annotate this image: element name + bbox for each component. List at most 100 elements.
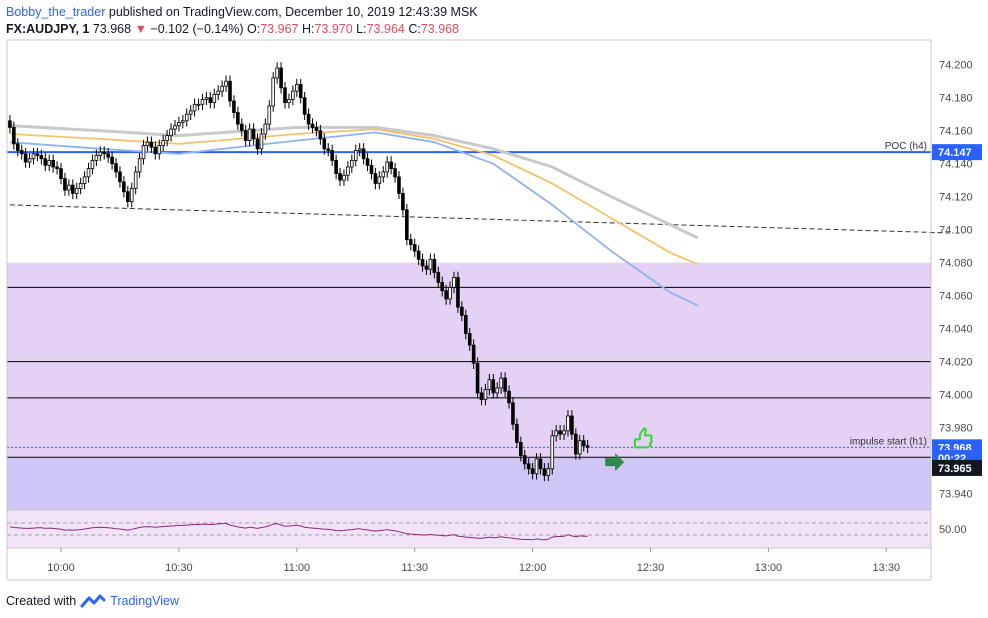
candle-body	[471, 344, 476, 364]
candle-body	[463, 315, 468, 334]
price-tick-label: 74.040	[939, 324, 973, 336]
price-tick-label: 74.180	[939, 93, 973, 105]
candle-body	[169, 128, 173, 137]
candle-body	[522, 455, 527, 465]
time-tick-label: 12:30	[637, 562, 665, 574]
candle-body	[188, 110, 193, 115]
candle-body	[408, 239, 413, 245]
candle-body	[8, 120, 12, 128]
candle-body	[82, 176, 87, 184]
rsi-pane	[6, 509, 932, 549]
candle-body	[251, 128, 256, 140]
candle-body	[416, 250, 421, 260]
candle-body	[361, 148, 366, 160]
price-tick-label: 74.200	[939, 60, 973, 72]
candle-body	[153, 146, 158, 155]
candle-body	[428, 258, 433, 270]
candle-body	[212, 94, 217, 104]
candle-body	[353, 150, 358, 161]
candle-body	[173, 125, 177, 130]
thumbs-up-icon	[633, 427, 653, 449]
candle-body	[78, 183, 83, 189]
candle-body	[487, 379, 492, 391]
candle-body	[35, 153, 40, 156]
candle-body	[491, 379, 496, 394]
candle-body	[318, 130, 323, 140]
candle-body	[306, 113, 311, 125]
candle-body	[479, 392, 484, 400]
candle-body	[495, 387, 500, 394]
candle-body	[94, 155, 99, 161]
candle-body	[114, 163, 118, 173]
candle-body	[74, 188, 79, 194]
price-tick-label: 74.080	[939, 258, 973, 270]
candle-body	[424, 265, 429, 270]
candle-body	[566, 415, 570, 432]
candle-body	[298, 84, 303, 99]
candle-body	[310, 123, 315, 128]
trendline	[9, 204, 950, 234]
candle-body	[381, 171, 386, 178]
candle-body	[338, 173, 342, 181]
high-label: H:	[301, 22, 315, 36]
candle-body	[279, 67, 283, 89]
footer: Created with TradingView	[6, 593, 179, 609]
candle-body	[412, 244, 417, 252]
tradingview-link[interactable]: TradingView	[110, 594, 179, 608]
open-label: O:	[247, 22, 261, 36]
candle-body	[389, 161, 393, 170]
rsi-line	[9, 522, 588, 541]
candle-body	[51, 159, 55, 168]
candle-body	[574, 433, 578, 455]
candle-body	[558, 430, 562, 435]
candle-body	[515, 423, 519, 443]
candle-body	[208, 97, 213, 104]
candle-body	[161, 140, 165, 146]
candle-body	[369, 164, 374, 174]
poc-label: POC (h4)	[885, 141, 927, 152]
zone-blue	[7, 457, 931, 517]
candle-body	[12, 127, 16, 145]
author-link[interactable]: Bobby_the_trader	[6, 5, 106, 19]
candle-body	[342, 174, 346, 181]
candle-body	[294, 84, 299, 92]
candle-body	[562, 430, 566, 435]
symbol-name[interactable]: FX:AUDJPY, 1	[6, 22, 90, 36]
candle-body	[350, 159, 354, 168]
time-tick-label: 11:00	[283, 562, 310, 574]
candle-body	[346, 166, 350, 176]
price-tick-label: 74.000	[939, 390, 973, 402]
candle-body	[15, 143, 20, 151]
candle-body	[393, 168, 397, 178]
close-label: C:	[408, 22, 421, 36]
down-triangle-icon: ▼	[134, 22, 147, 36]
candle-body	[232, 100, 236, 113]
candle-body	[47, 159, 52, 166]
candle-body	[224, 80, 228, 87]
close-value: 73.968	[420, 22, 460, 36]
candle-body	[365, 158, 370, 166]
candle-body	[133, 171, 138, 189]
candle-body	[385, 161, 389, 173]
symbol-legend: FX:AUDJPY, 1 73.968 ▼ −0.102 (−0.14%) O:…	[6, 22, 459, 36]
candle-body	[287, 98, 291, 104]
candle-body	[27, 158, 32, 163]
open-value: 73.967	[260, 22, 299, 36]
price-change: −0.102 (−0.14%)	[150, 22, 244, 36]
candle-body	[511, 402, 515, 425]
candle-body	[55, 166, 59, 170]
candle-body	[440, 282, 445, 292]
tradingview-logo-icon	[80, 594, 106, 608]
candle-body	[448, 286, 452, 300]
moving-average-grey	[9, 124, 699, 240]
candle-body	[275, 67, 279, 79]
candle-body	[86, 168, 91, 178]
candle-body	[122, 181, 126, 193]
candle-body	[19, 150, 24, 155]
candle-body	[581, 440, 586, 447]
candle-body	[432, 258, 437, 273]
candle-body	[267, 105, 272, 125]
created-with-text: Created with	[6, 594, 77, 608]
candle-body	[554, 430, 558, 437]
